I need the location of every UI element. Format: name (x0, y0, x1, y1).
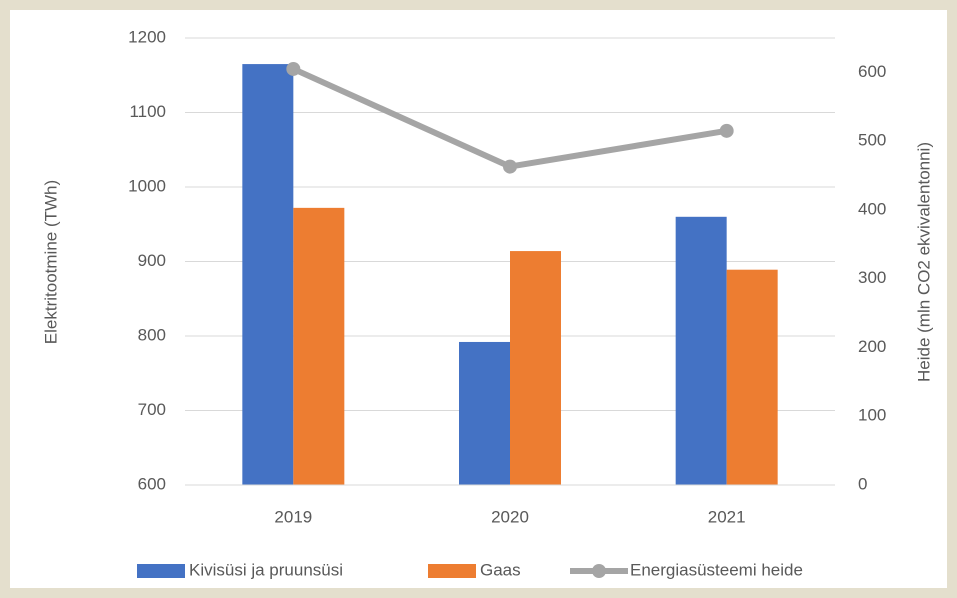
x-tick-label: 2019 (274, 507, 312, 526)
legend-swatch (428, 564, 476, 578)
bar (242, 64, 294, 485)
bar (726, 269, 778, 485)
bar (675, 216, 727, 486)
line-marker (719, 123, 734, 138)
y2-tick-label: 300 (858, 268, 886, 287)
y-tick-label: 600 (138, 474, 166, 493)
bar (459, 341, 510, 485)
y2-tick-label: 0 (858, 474, 867, 493)
y-tick-label: 1000 (128, 176, 166, 195)
bar (510, 251, 561, 485)
y-tick-label: 1100 (129, 102, 166, 121)
line-marker (286, 61, 301, 76)
y2-axis-label: Heide (mln CO2 ekvivalentonni) (914, 142, 933, 382)
y-axis-label: Elektritootmine (TWh) (41, 180, 60, 344)
legend-label: Energiasüsteemi heide (630, 560, 803, 579)
legend-swatch (137, 564, 185, 578)
legend-label: Kivisüsi ja pruunsüsi (189, 560, 343, 579)
legend-label: Gaas (480, 560, 521, 579)
bar (293, 207, 345, 486)
y2-tick-label: 600 (858, 62, 886, 81)
line-marker (503, 159, 517, 174)
y2-tick-label: 100 (858, 406, 886, 425)
y-tick-label: 800 (138, 325, 166, 344)
y2-tick-label: 200 (858, 337, 886, 356)
x-tick-label: 2020 (491, 507, 529, 526)
y2-tick-label: 500 (858, 131, 886, 150)
x-tick-label: 2021 (708, 507, 746, 526)
y-tick-label: 700 (138, 400, 166, 419)
panel (10, 10, 947, 588)
y2-tick-label: 400 (858, 199, 886, 218)
y-tick-label: 1200 (128, 27, 166, 46)
y-tick-label: 900 (138, 251, 166, 270)
legend-swatch-marker (592, 564, 606, 578)
